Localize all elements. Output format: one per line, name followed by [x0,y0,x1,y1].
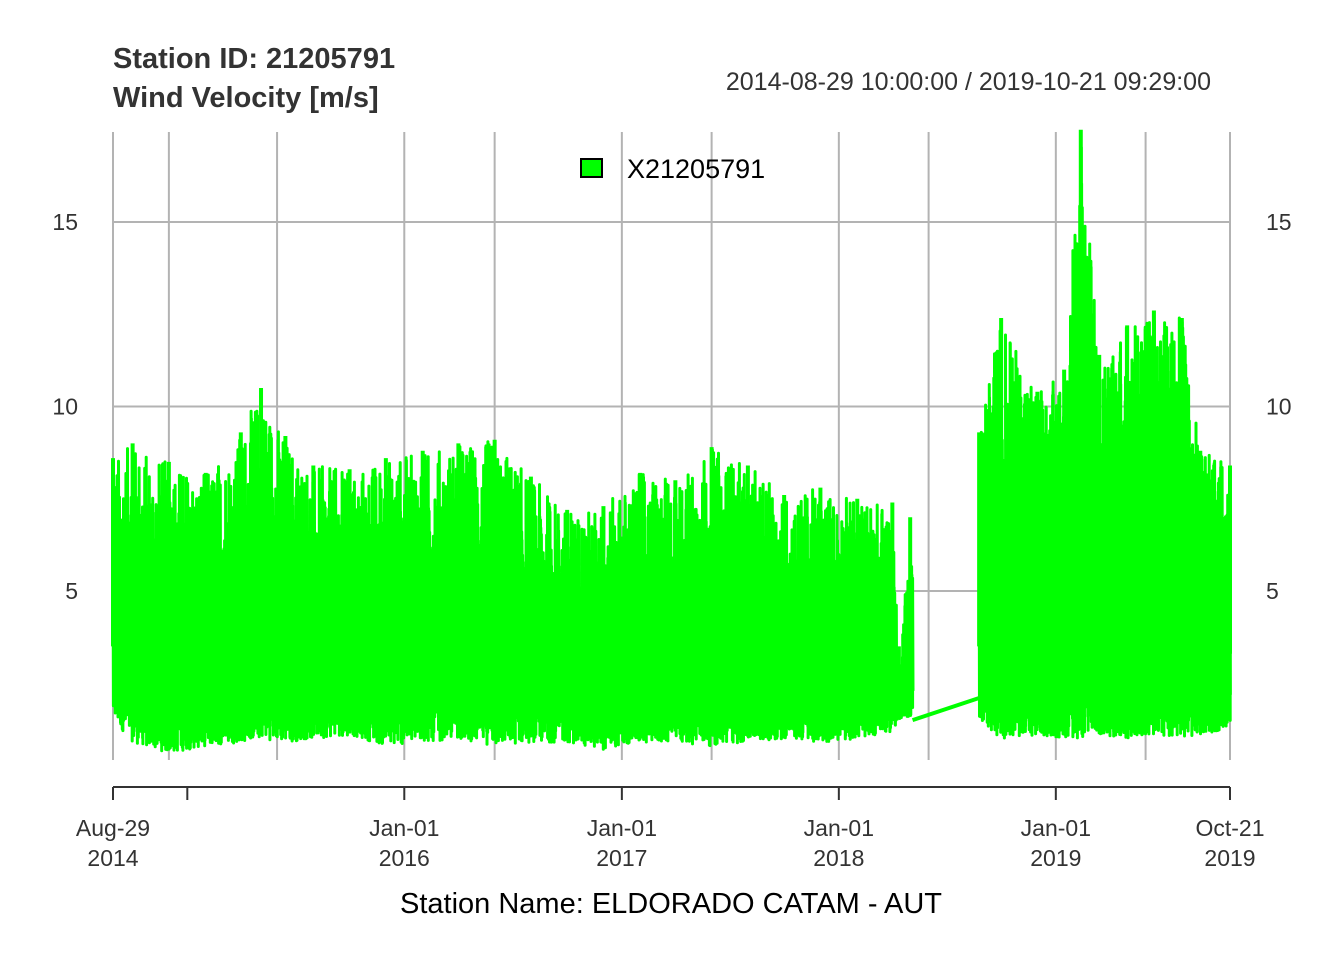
y-axis-right: 5 10 15 [1266,209,1292,604]
chart-title: Station ID: 21205791 [113,43,395,75]
series-line-before-gap [111,409,915,753]
x-tick-label-month: Jan-01 [1021,815,1091,841]
x-tick-label-year: 2018 [813,845,864,871]
x-tick-label-year: 2014 [87,845,138,871]
x-tick-label-month: Oct-21 [1195,815,1264,841]
x-tick-label-month: Jan-01 [369,815,439,841]
y-axis-left: 5 10 15 [52,209,78,604]
y-tick-label-left: 10 [52,394,78,420]
x-axis: Aug-29 2014 Jan-01 2016 Jan-01 2017 Jan-01 2018… [76,786,1265,871]
y-tick-label-left: 5 [65,578,78,604]
x-tick-label-year: 2019 [1204,845,1255,871]
y-tick-label-right: 10 [1266,394,1292,420]
legend-entry-x21205791: X21205791 [627,154,765,184]
x-tick-label-year: 2017 [596,845,647,871]
y-tick-label-right: 5 [1266,578,1279,604]
period-range-label: 2014-08-29 10:00:00 / 2019-10-21 09:29:0… [726,68,1211,96]
legend: X21205791 [580,154,765,184]
legend-swatch [580,158,603,178]
x-tick-label-year: 2016 [379,845,430,871]
chart-subtitle: Wind Velocity [m/s] [113,82,379,114]
y-tick-label-left: 15 [52,209,78,235]
series-gap-connector [911,696,980,723]
series-line-after-gap [977,146,1232,740]
x-tick-label-month: Jan-01 [804,815,874,841]
x-tick-label-year: 2019 [1030,845,1081,871]
series-x21205791 [111,129,1232,753]
x-tick-label-month: Jan-01 [587,815,657,841]
x-axis-title: Station Name: ELDORADO CATAM - AUT [400,888,942,920]
x-tick-label-month: Aug-29 [76,815,150,841]
y-tick-label-right: 15 [1266,209,1292,235]
